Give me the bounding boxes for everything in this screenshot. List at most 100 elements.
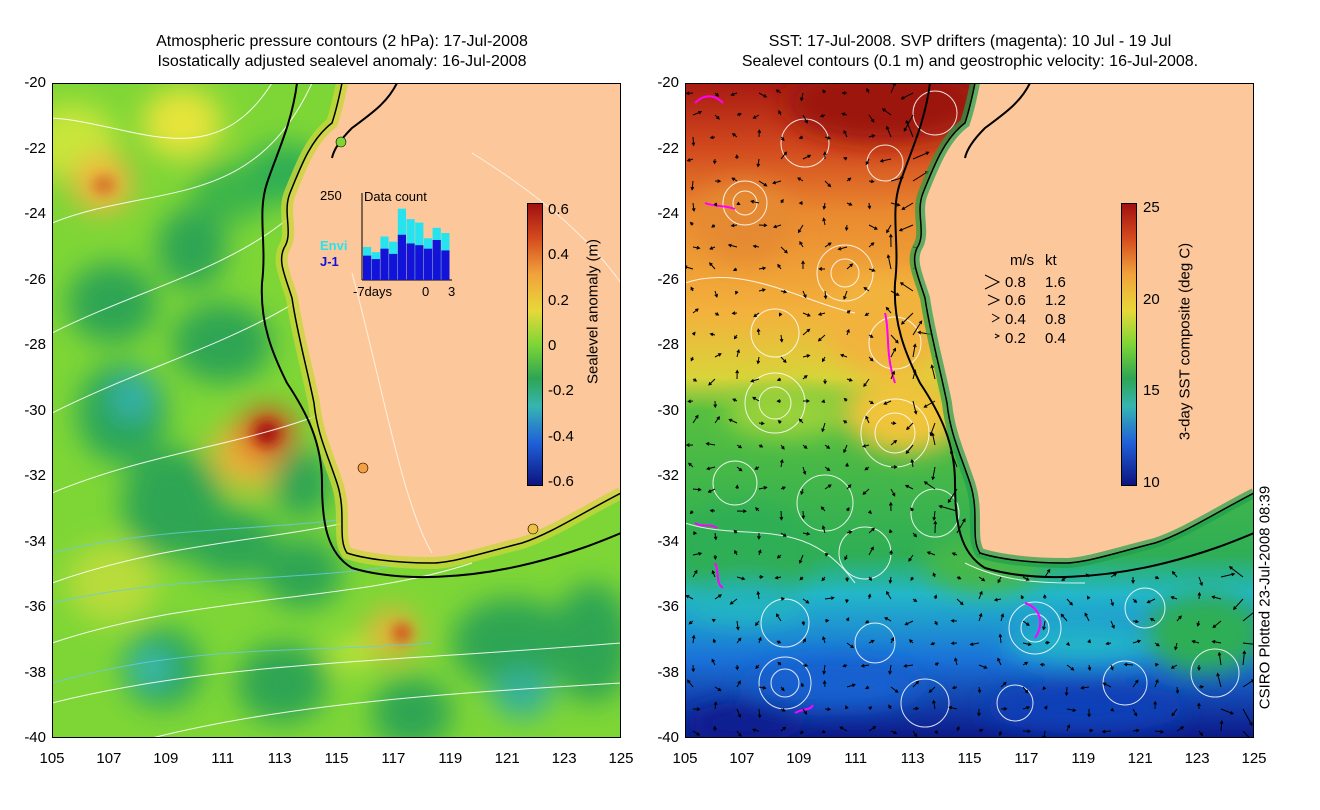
velocity-arrow <box>732 267 738 272</box>
velocity-arrow <box>993 597 1002 602</box>
velocity-arrow <box>776 399 782 403</box>
velocity-arrow <box>691 664 696 673</box>
velocity-arrow <box>868 356 874 362</box>
velocity-arrow <box>752 244 760 249</box>
velocity-arrow <box>692 707 701 712</box>
velocity-arrow <box>818 267 826 271</box>
velocity-arrow <box>845 576 849 583</box>
velocity-arrow <box>1191 639 1200 644</box>
velocity-arrow <box>824 553 829 557</box>
velocity-arrow <box>709 246 716 250</box>
velocity-arrow <box>686 679 694 688</box>
velocity-arrow <box>868 639 875 644</box>
sst-colorbar-tick: 20 <box>1143 290 1160 308</box>
velocity-arrow <box>802 598 810 604</box>
velocity-arrow <box>898 224 914 232</box>
velocity-arrow <box>912 598 918 602</box>
velocity-arrow <box>1154 678 1159 688</box>
velocity-arrow <box>865 158 870 166</box>
left-y-tick: -20 <box>24 74 46 91</box>
velocity-arrow <box>731 177 738 182</box>
velocity-arrow <box>712 158 717 165</box>
velocity-legend-ms-header: m/s <box>1010 252 1034 269</box>
velocity-arrow <box>800 92 804 102</box>
velocity-arrow <box>824 466 831 472</box>
histogram-j1-label: J-1 <box>320 254 339 269</box>
right-x-tick: 119 <box>1071 750 1096 767</box>
velocity-arrow <box>890 370 895 380</box>
velocity-arrow <box>1212 620 1222 629</box>
right-x-tick: 109 <box>786 750 812 767</box>
velocity-arrow <box>780 459 784 468</box>
velocity-arrow <box>998 730 1003 737</box>
velocity-arrow <box>842 663 848 668</box>
velocity-arrow <box>1153 700 1158 710</box>
velocity-arrow <box>692 730 701 736</box>
velocity-arrow <box>1211 640 1222 644</box>
velocity-arrow <box>750 199 760 204</box>
velocity-arrow <box>735 369 740 380</box>
left-title-line2: Isostatically adjusted sealevel anomaly:… <box>157 53 527 70</box>
velocity-arrow <box>885 306 892 314</box>
velocity-arrow <box>799 576 804 581</box>
velocity-arrow <box>888 576 893 584</box>
velocity-arrow <box>821 399 826 403</box>
left-x-tick: 121 <box>494 750 520 767</box>
velocity-arrow <box>890 488 896 497</box>
velocity-arrow <box>690 286 694 292</box>
histogram-x-start: -7days <box>353 284 393 299</box>
velocity-arrow <box>802 114 808 124</box>
velocity-arrow <box>888 233 893 248</box>
velocity-arrow <box>862 444 870 448</box>
velocity-arrow <box>1131 576 1135 584</box>
velocity-arrow <box>797 224 804 234</box>
station-marker <box>357 462 369 474</box>
velocity-arrow <box>923 481 936 490</box>
velocity-arrow <box>1087 664 1092 672</box>
velocity-arrow <box>879 158 892 163</box>
right-y-tick: -22 <box>657 139 679 157</box>
velocity-arrow <box>689 221 694 226</box>
velocity-arrow <box>714 92 720 97</box>
velocity-arrow <box>822 217 826 226</box>
velocity-arrow <box>868 268 876 272</box>
velocity-arrow <box>817 312 826 316</box>
right-y-tick: -28 <box>657 336 679 353</box>
velocity-arrow <box>736 509 747 514</box>
velocity-arrow <box>903 114 914 132</box>
velocity-arrow <box>1132 639 1142 644</box>
left-y-tick: -34 <box>24 532 46 550</box>
velocity-arrow <box>1198 685 1205 689</box>
velocity-arrow <box>910 576 914 582</box>
velocity-arrow <box>777 420 782 424</box>
velocity-arrow <box>868 134 876 138</box>
velocity-arrow <box>802 638 807 644</box>
velocity-arrow <box>978 664 988 669</box>
left-y-tick: -22 <box>24 139 46 157</box>
velocity-arrow <box>711 569 716 578</box>
velocity-arrow <box>868 546 874 556</box>
velocity-arrow <box>843 157 848 161</box>
velocity-arrow <box>888 664 892 675</box>
velocity-arrow <box>886 254 892 270</box>
velocity-arrow <box>912 343 917 358</box>
velocity-arrow <box>824 180 832 188</box>
velocity-arrow <box>713 554 718 561</box>
velocity-arrow <box>735 154 739 160</box>
velocity-arrow <box>910 507 914 512</box>
velocity-arrow <box>736 444 743 449</box>
velocity-arrow <box>691 331 696 336</box>
velocity-arrow <box>1044 640 1051 645</box>
velocity-arrow <box>802 290 807 299</box>
velocity-arrow <box>978 612 983 622</box>
velocity-legend-ms-1: 0.6 <box>1005 292 1026 309</box>
velocity-arrow <box>824 618 830 623</box>
velocity-arrow <box>712 638 717 644</box>
velocity-arrow <box>713 701 718 710</box>
velocity-arrow <box>934 662 940 666</box>
velocity-arrow <box>823 290 828 300</box>
histogram-max-label: 250 <box>320 188 342 203</box>
velocity-arrow <box>817 334 826 342</box>
velocity-arrow <box>889 528 893 534</box>
left-y-tick: -28 <box>24 336 46 353</box>
